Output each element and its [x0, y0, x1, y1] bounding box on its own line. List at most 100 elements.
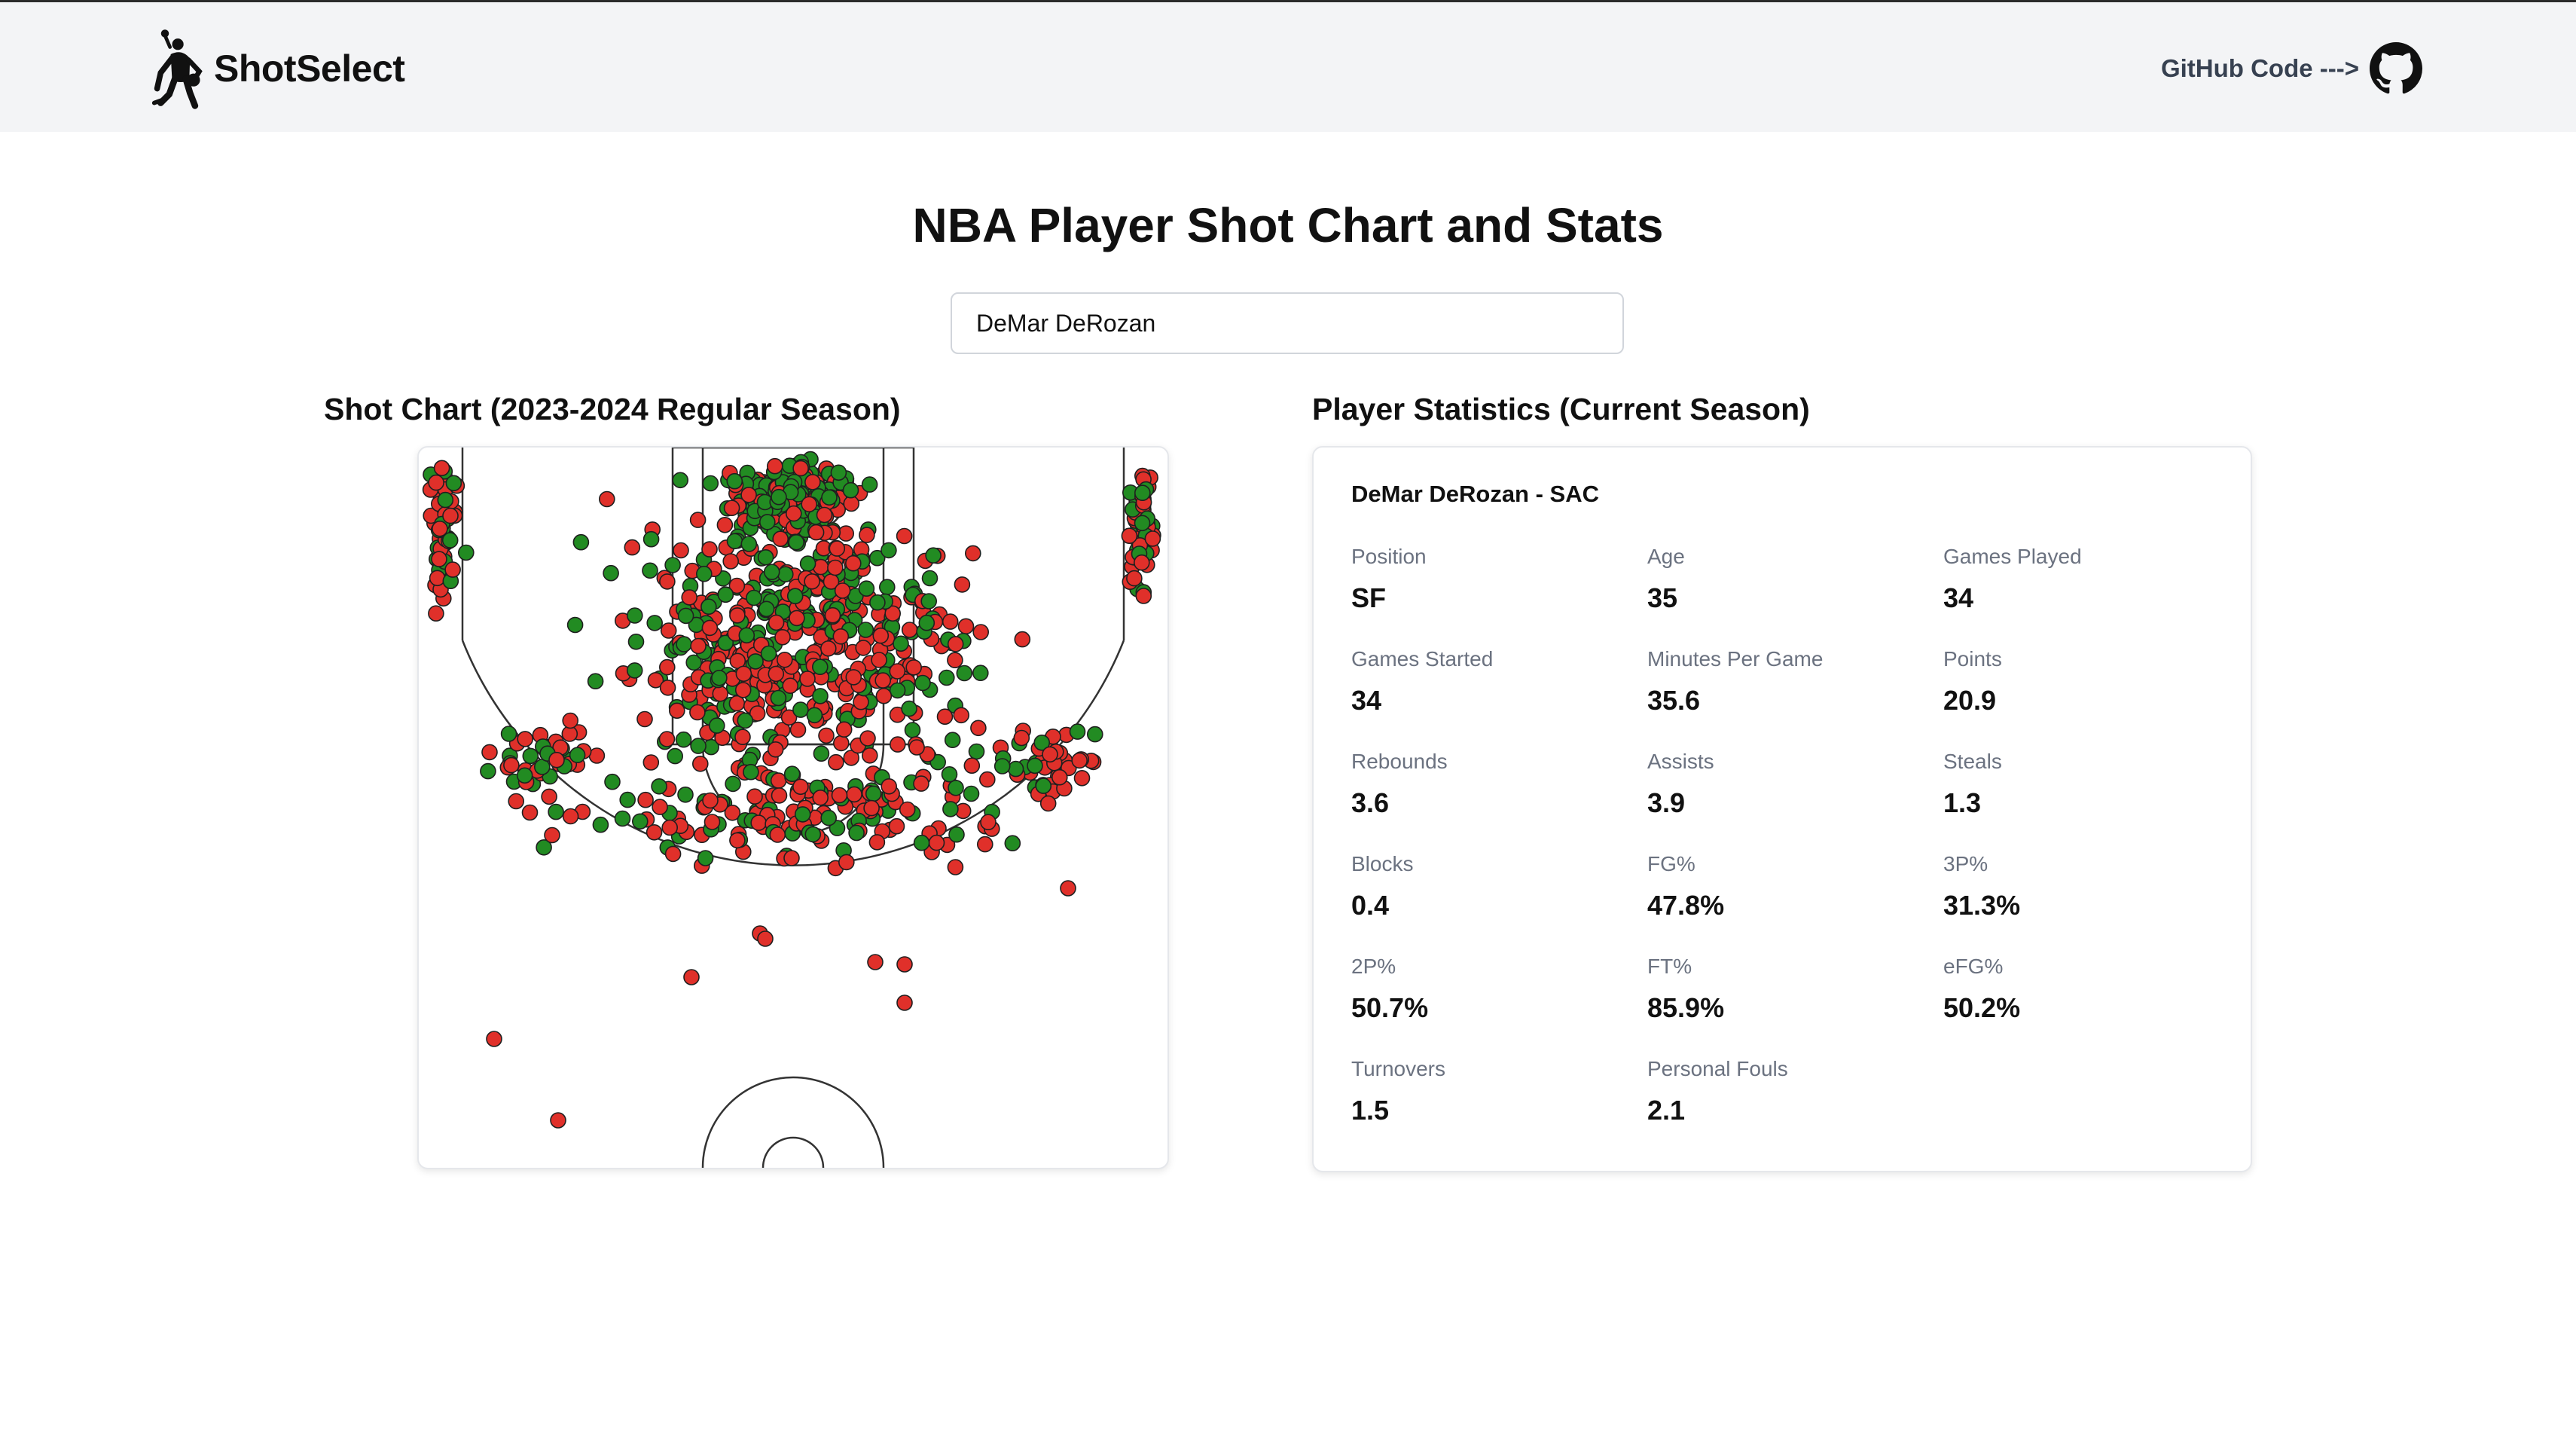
stat-3p-pct: 3P% 31.3% [1943, 851, 2239, 954]
made-shot-marker [651, 778, 667, 795]
made-shot-marker [1086, 726, 1103, 743]
missed-shot-marker [724, 804, 741, 821]
missed-shot-marker [827, 559, 844, 576]
missed-shot-marker [691, 755, 709, 772]
stat-games-started: Games Started 34 [1351, 646, 1647, 749]
made-shot-marker [857, 622, 874, 638]
made-shot-marker [792, 701, 809, 718]
stat-value: 3.9 [1647, 787, 1686, 818]
missed-shot-marker [913, 775, 929, 792]
missed-shot-marker [659, 679, 676, 696]
made-shot-marker [763, 564, 780, 580]
made-shot-marker [786, 588, 804, 604]
made-shot-marker [685, 654, 703, 671]
missed-shot-marker [689, 512, 707, 528]
missed-shot-marker [722, 553, 740, 570]
missed-shot-marker [835, 721, 853, 738]
made-shot-marker [804, 826, 822, 843]
missed-shot-marker [889, 663, 906, 680]
missed-shot-marker [792, 460, 809, 477]
made-shot-marker [627, 633, 645, 650]
made-shot-marker [516, 767, 533, 784]
made-shot-marker [1033, 734, 1051, 751]
made-shot-marker [821, 489, 838, 506]
made-shot-marker [522, 747, 539, 765]
missed-shot-marker [757, 930, 774, 947]
made-shot-marker [788, 534, 805, 551]
missed-shot-marker [735, 665, 752, 683]
github-link[interactable]: GitHub Code ---> [2161, 41, 2422, 96]
made-shot-marker [948, 779, 964, 796]
stat-label: Assists [1647, 750, 1714, 773]
missed-shot-marker [844, 555, 862, 572]
brand[interactable]: ShotSelect [151, 23, 405, 114]
made-shot-marker [878, 579, 896, 595]
missed-shot-marker [660, 622, 677, 639]
stat-label: 2P% [1351, 955, 1396, 978]
made-shot-marker [747, 653, 764, 670]
stats-grid: Position SF Age 35 Games Played 34 Games St… [1351, 544, 2240, 1159]
made-shot-marker [614, 810, 631, 827]
made-shot-marker [760, 645, 777, 662]
missed-shot-marker [972, 624, 990, 640]
made-shot-marker [726, 472, 743, 490]
missed-shot-marker [723, 500, 740, 516]
missed-shot-marker [824, 606, 841, 624]
missed-shot-marker [953, 707, 970, 724]
missed-shot-marker [782, 677, 799, 695]
missed-shot-marker [428, 605, 444, 622]
made-shot-marker [820, 809, 838, 826]
stat-label: Blocks [1351, 852, 1414, 875]
missed-shot-marker [799, 671, 816, 687]
missed-shot-marker [770, 772, 787, 789]
stat-value: 50.7% [1351, 992, 1429, 1023]
made-shot-marker [842, 481, 859, 499]
made-shot-marker [799, 555, 816, 572]
missed-shot-marker [716, 517, 734, 533]
missed-shot-marker [812, 789, 829, 806]
missed-shot-marker [831, 787, 848, 804]
made-shot-marker [812, 688, 829, 704]
stat-personal-fouls: Personal Fouls 2.1 [1647, 1056, 1943, 1159]
missed-shot-marker [767, 741, 784, 758]
missed-shot-marker [776, 651, 793, 668]
made-shot-marker [626, 607, 643, 624]
missed-shot-marker [642, 754, 660, 771]
missed-shot-marker [867, 954, 884, 970]
missed-shot-marker [664, 845, 682, 863]
missed-shot-marker [1126, 570, 1143, 587]
missed-shot-marker [861, 747, 878, 764]
missed-shot-marker [871, 652, 887, 668]
made-shot-marker [642, 530, 660, 548]
missed-shot-marker [1060, 880, 1076, 897]
made-shot-marker [904, 722, 921, 738]
player-search-input[interactable] [951, 292, 1624, 354]
missed-shot-marker [976, 836, 993, 853]
missed-shot-marker [599, 490, 615, 508]
missed-shot-marker [881, 778, 898, 795]
half-court-circle-inner [762, 1136, 825, 1168]
made-shot-marker [690, 738, 707, 754]
made-shot-marker [587, 673, 604, 690]
missed-shot-marker [819, 640, 837, 657]
made-shot-marker [806, 707, 823, 724]
github-link-label: GitHub Code ---> [2160, 54, 2359, 82]
missed-shot-marker [769, 826, 786, 843]
made-shot-marker [548, 803, 564, 820]
missed-shot-marker [908, 739, 925, 756]
stat-label: Turnovers [1351, 1057, 1446, 1080]
missed-shot-marker [431, 551, 447, 567]
missed-shot-marker [1121, 527, 1138, 544]
missed-shot-marker [661, 819, 679, 836]
missed-shot-marker [746, 788, 763, 805]
made-shot-marker [534, 759, 551, 775]
missed-shot-marker [658, 658, 676, 676]
missed-shot-marker [517, 731, 533, 747]
made-shot-marker [437, 491, 454, 509]
made-shot-marker [913, 834, 930, 851]
missed-shot-marker [889, 736, 906, 753]
made-shot-marker [676, 636, 692, 652]
missed-shot-marker [1071, 752, 1088, 769]
missed-shot-marker [896, 527, 913, 545]
made-shot-marker [794, 806, 811, 823]
